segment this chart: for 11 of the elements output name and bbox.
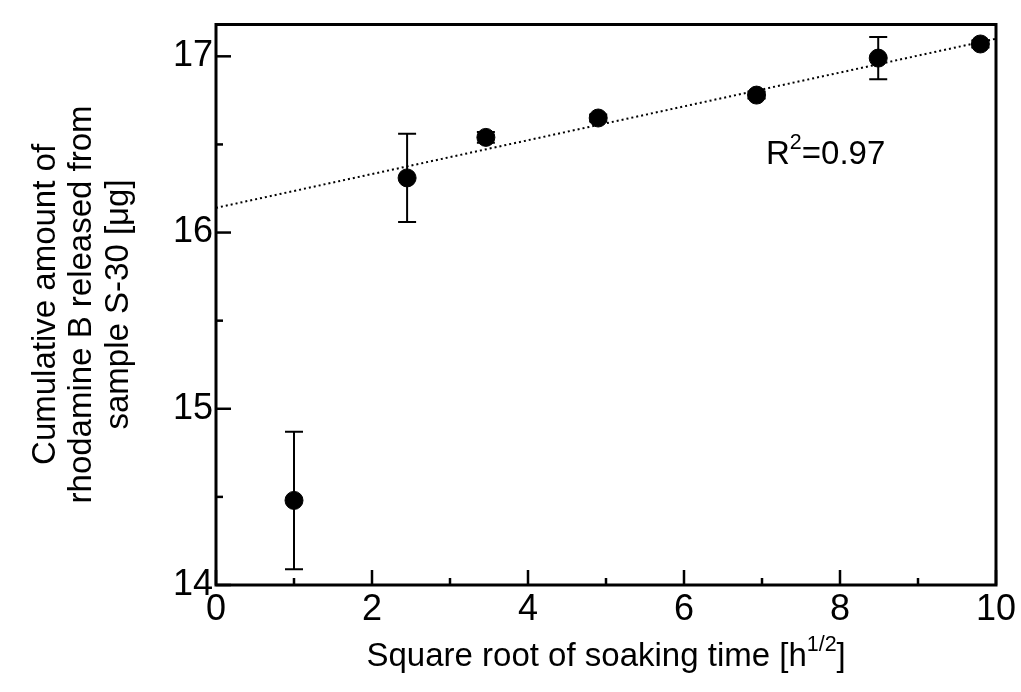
x-tick-label: 2 <box>361 586 383 628</box>
y-tick-label: 17 <box>172 33 213 75</box>
x-tick-label: 10 <box>975 586 1017 628</box>
annotation: R$^{2}$=0.97 <box>766 129 886 171</box>
y-axis-title: Cumulative amount of rhodamine B released from sample S-30 [μg] <box>24 104 135 506</box>
x-tick-label: 4 <box>517 586 539 628</box>
x-tick-label: 8 <box>829 586 851 628</box>
x-tick-label: 6 <box>673 586 695 628</box>
y-tick-label: 15 <box>172 385 213 427</box>
x-axis-title: Square root of soaking time [h$^{1/2}$] <box>366 632 846 674</box>
y-tick-label: 16 <box>172 209 213 251</box>
